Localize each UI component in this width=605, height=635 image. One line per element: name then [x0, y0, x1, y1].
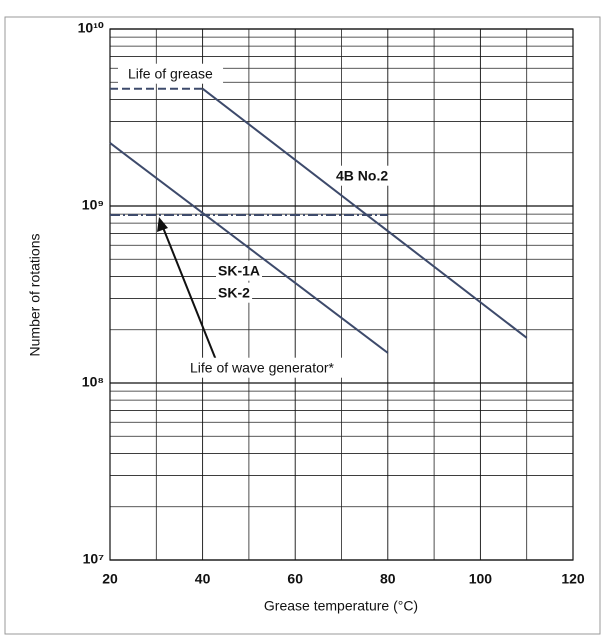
- arrow-head: [157, 217, 168, 232]
- grid: [109, 28, 574, 561]
- label-background: [118, 63, 224, 84]
- x-axis-label: Grease temperature (°C): [264, 598, 418, 614]
- arrow: [161, 224, 217, 361]
- annotation: SK-1A: [218, 263, 260, 279]
- x-tick-label: 20: [102, 571, 118, 587]
- series-line: [201, 87, 528, 339]
- labels: 4B No.2 SK-1A SK-2 Life of grease Life of wa…: [118, 63, 391, 378]
- y-tick-label: 10⁸: [82, 374, 104, 390]
- annotation: Life of grease: [128, 66, 213, 82]
- x-tick-label: 80: [380, 571, 396, 587]
- series-line: [109, 142, 389, 354]
- label-background: [216, 260, 263, 281]
- y-tick-label: 10⁷: [83, 551, 105, 567]
- frame: [4, 16, 601, 635]
- x-tick-label: 60: [287, 571, 303, 587]
- y-axis-label: Number of rotations: [27, 234, 43, 357]
- label-background: [334, 165, 391, 186]
- label-background: [180, 357, 345, 378]
- x-tick-label: 100: [469, 571, 493, 587]
- lines: [109, 87, 528, 354]
- x-tick-label: 40: [195, 571, 211, 587]
- annotation: Life of wave generator*: [190, 360, 335, 376]
- x-tick-label: 120: [561, 571, 585, 587]
- y-tick-label: 10⁹: [82, 197, 104, 213]
- annotation: 4B No.2: [336, 168, 388, 184]
- annotation: SK-2: [218, 285, 250, 301]
- y-tick-label: 10¹⁰: [78, 20, 104, 36]
- label-background: [216, 282, 253, 303]
